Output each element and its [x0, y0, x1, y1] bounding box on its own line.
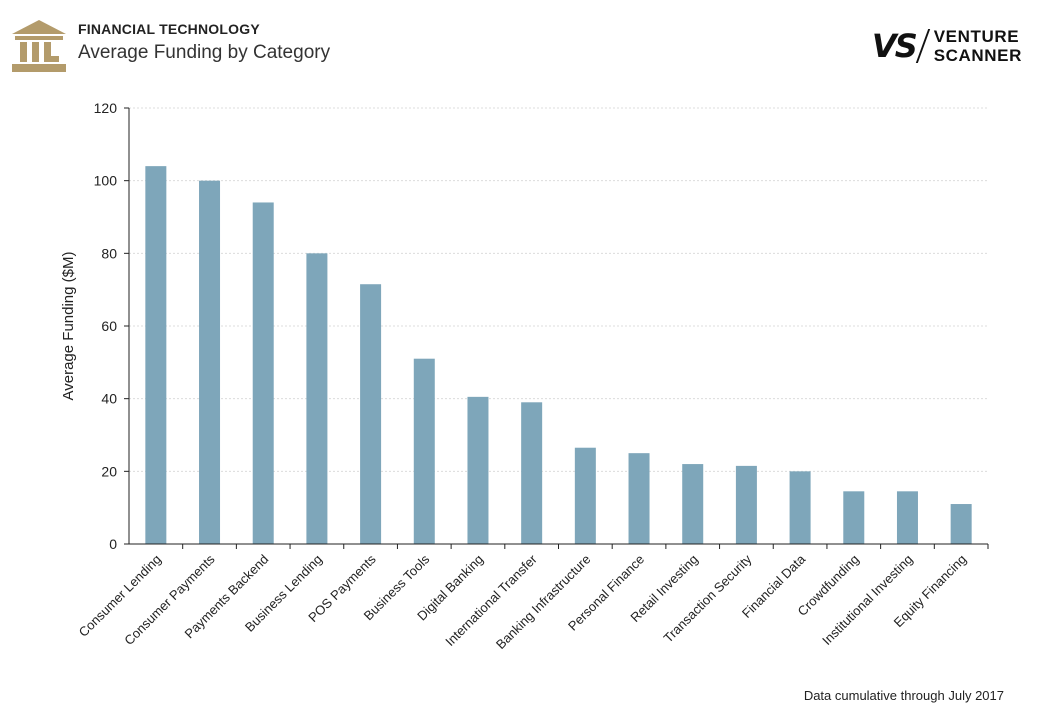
y-axis-label: Average Funding ($M)	[60, 252, 77, 401]
bar	[199, 180, 221, 544]
bar	[789, 471, 811, 544]
section-kicker: FINANCIAL TECHNOLOGY	[78, 21, 260, 37]
venture-scanner-logo: VS VENTURE SCANNER	[872, 24, 1022, 68]
bar	[306, 253, 328, 545]
y-tick-label: 0	[109, 536, 117, 552]
bar	[896, 491, 918, 544]
gridlines	[129, 107, 988, 472]
bar	[360, 284, 382, 544]
brand-mark: VS	[871, 27, 918, 65]
bar	[682, 464, 704, 544]
brand-line-2: SCANNER	[933, 46, 1022, 65]
x-tick-label: Transaction Security	[660, 551, 754, 645]
bar	[145, 166, 167, 544]
brand-line-1: VENTURE	[933, 27, 1020, 46]
bar	[252, 202, 274, 544]
bar	[628, 453, 650, 544]
x-tick-label: Banking Infrastructure	[493, 552, 594, 653]
bar	[467, 396, 489, 544]
bank-building-icon	[12, 20, 66, 72]
data-note: Data cumulative through July 2017	[803, 688, 1004, 703]
bar	[950, 504, 972, 544]
y-tick-label: 100	[94, 173, 118, 189]
bar	[735, 465, 757, 544]
bars	[145, 166, 972, 545]
bar	[413, 358, 435, 544]
x-tick-label: International Transfer	[442, 551, 540, 649]
x-tick-label: Institutional Investing	[819, 552, 915, 648]
y-tick-label: 80	[101, 245, 117, 261]
y-tick-label: 40	[101, 391, 117, 407]
bar	[574, 447, 596, 544]
y-tick-label: 60	[101, 318, 117, 334]
x-tick-label: Consumer Payments	[121, 551, 218, 648]
bar	[521, 402, 543, 544]
brand-wordmark: VENTURE SCANNER	[934, 27, 1022, 65]
y-tick-label: 120	[94, 100, 118, 116]
page-title: Average Funding by Category	[78, 42, 331, 63]
y-tick-label: 20	[101, 463, 117, 479]
bar	[843, 491, 865, 544]
